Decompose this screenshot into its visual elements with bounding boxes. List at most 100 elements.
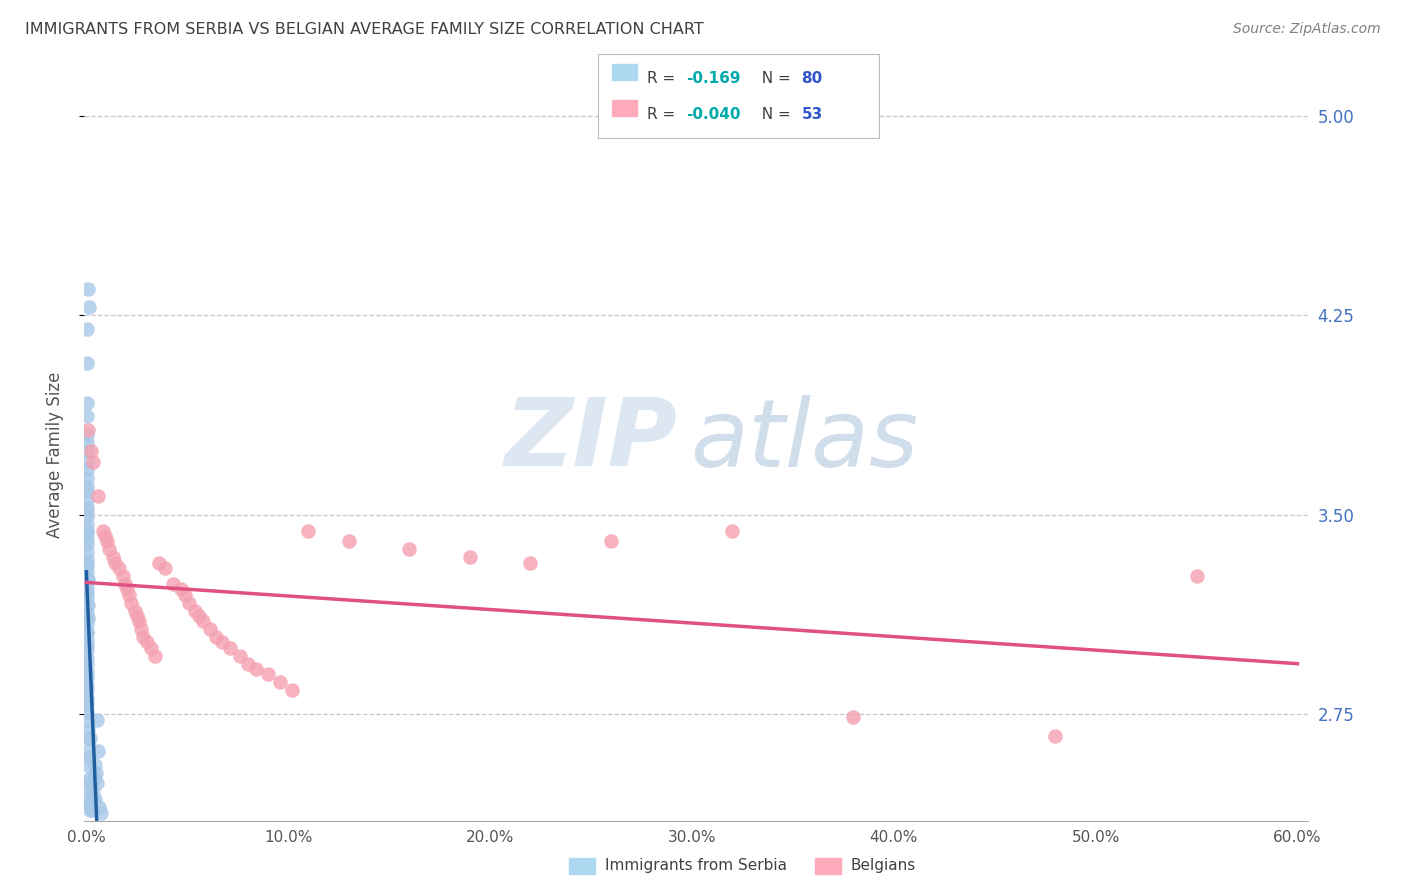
Point xyxy=(84,792,107,806)
Point xyxy=(76,638,98,652)
Point xyxy=(229,648,252,663)
Point xyxy=(80,792,103,806)
Point xyxy=(76,524,98,538)
Point xyxy=(76,454,98,468)
Point xyxy=(76,598,98,612)
Point xyxy=(76,558,98,573)
Point xyxy=(76,532,98,546)
Point xyxy=(1185,569,1208,583)
Point xyxy=(77,744,100,758)
Text: N =: N = xyxy=(752,107,796,121)
Point xyxy=(76,585,98,599)
Point xyxy=(114,577,136,591)
Point xyxy=(204,630,226,644)
Point xyxy=(82,792,104,806)
Point xyxy=(76,591,98,605)
Point xyxy=(148,556,170,570)
Point xyxy=(76,665,98,679)
Point xyxy=(101,550,124,565)
Point xyxy=(174,588,197,602)
Point xyxy=(89,800,111,814)
Point xyxy=(82,454,104,468)
Text: R =: R = xyxy=(647,107,681,121)
Point xyxy=(153,561,176,575)
Point xyxy=(269,675,291,690)
Text: -0.040: -0.040 xyxy=(686,107,741,121)
Point xyxy=(76,510,98,524)
Point xyxy=(184,603,207,617)
Text: 53: 53 xyxy=(801,107,823,121)
Point xyxy=(236,657,259,671)
Point xyxy=(842,710,865,724)
Text: IMMIGRANTS FROM SERBIA VS BELGIAN AVERAGE FAMILY SIZE CORRELATION CHART: IMMIGRANTS FROM SERBIA VS BELGIAN AVERAG… xyxy=(25,22,704,37)
Text: -0.169: -0.169 xyxy=(686,71,741,86)
Point xyxy=(170,582,193,597)
Point xyxy=(398,542,420,557)
Point xyxy=(76,691,98,706)
Point xyxy=(76,483,98,498)
Point xyxy=(76,651,98,665)
Point xyxy=(76,470,98,484)
Point xyxy=(76,598,98,612)
Point xyxy=(76,606,98,620)
Point xyxy=(76,518,98,533)
Point xyxy=(76,553,98,567)
Point xyxy=(76,356,98,370)
Text: Belgians: Belgians xyxy=(851,858,915,872)
Point xyxy=(143,648,166,663)
Point xyxy=(193,614,215,628)
Point xyxy=(76,396,98,410)
Point xyxy=(179,595,201,609)
Point xyxy=(76,558,98,573)
Point xyxy=(76,723,98,738)
Point xyxy=(96,534,118,549)
Point xyxy=(218,640,240,655)
Point xyxy=(76,611,98,625)
Point xyxy=(79,731,101,746)
Point xyxy=(337,534,360,549)
Point xyxy=(198,622,221,636)
Text: N =: N = xyxy=(752,71,796,86)
Point xyxy=(76,580,98,594)
Point xyxy=(104,556,127,570)
Point xyxy=(79,797,101,812)
Point xyxy=(76,624,98,639)
Point xyxy=(83,771,105,785)
Point xyxy=(139,640,162,655)
Text: Immigrants from Serbia: Immigrants from Serbia xyxy=(605,858,786,872)
Point xyxy=(91,524,114,538)
Point xyxy=(721,524,744,538)
Point xyxy=(111,569,134,583)
Point xyxy=(162,577,184,591)
Point xyxy=(519,556,541,570)
Point xyxy=(297,524,319,538)
Point xyxy=(125,608,148,623)
Point xyxy=(77,757,100,772)
Point xyxy=(87,744,110,758)
Point xyxy=(76,572,98,586)
Point xyxy=(76,713,98,727)
Text: ZIP: ZIP xyxy=(505,394,678,486)
Point xyxy=(188,608,211,623)
Point xyxy=(76,731,98,746)
Point xyxy=(128,614,150,628)
Point xyxy=(76,697,98,711)
Point xyxy=(76,444,98,458)
Point xyxy=(76,564,98,578)
Y-axis label: Average Family Size: Average Family Size xyxy=(45,372,63,538)
Point xyxy=(76,678,98,692)
Point xyxy=(76,670,98,684)
Point xyxy=(76,616,98,631)
Point xyxy=(77,792,100,806)
Point xyxy=(76,632,98,647)
Point xyxy=(76,545,98,559)
Point xyxy=(76,409,98,424)
Point xyxy=(76,537,98,551)
Point xyxy=(76,643,98,657)
Point xyxy=(80,776,103,790)
Point xyxy=(120,595,142,609)
Text: Source: ZipAtlas.com: Source: ZipAtlas.com xyxy=(1233,22,1381,37)
Point xyxy=(600,534,623,549)
Point xyxy=(76,572,98,586)
Point xyxy=(79,301,101,315)
